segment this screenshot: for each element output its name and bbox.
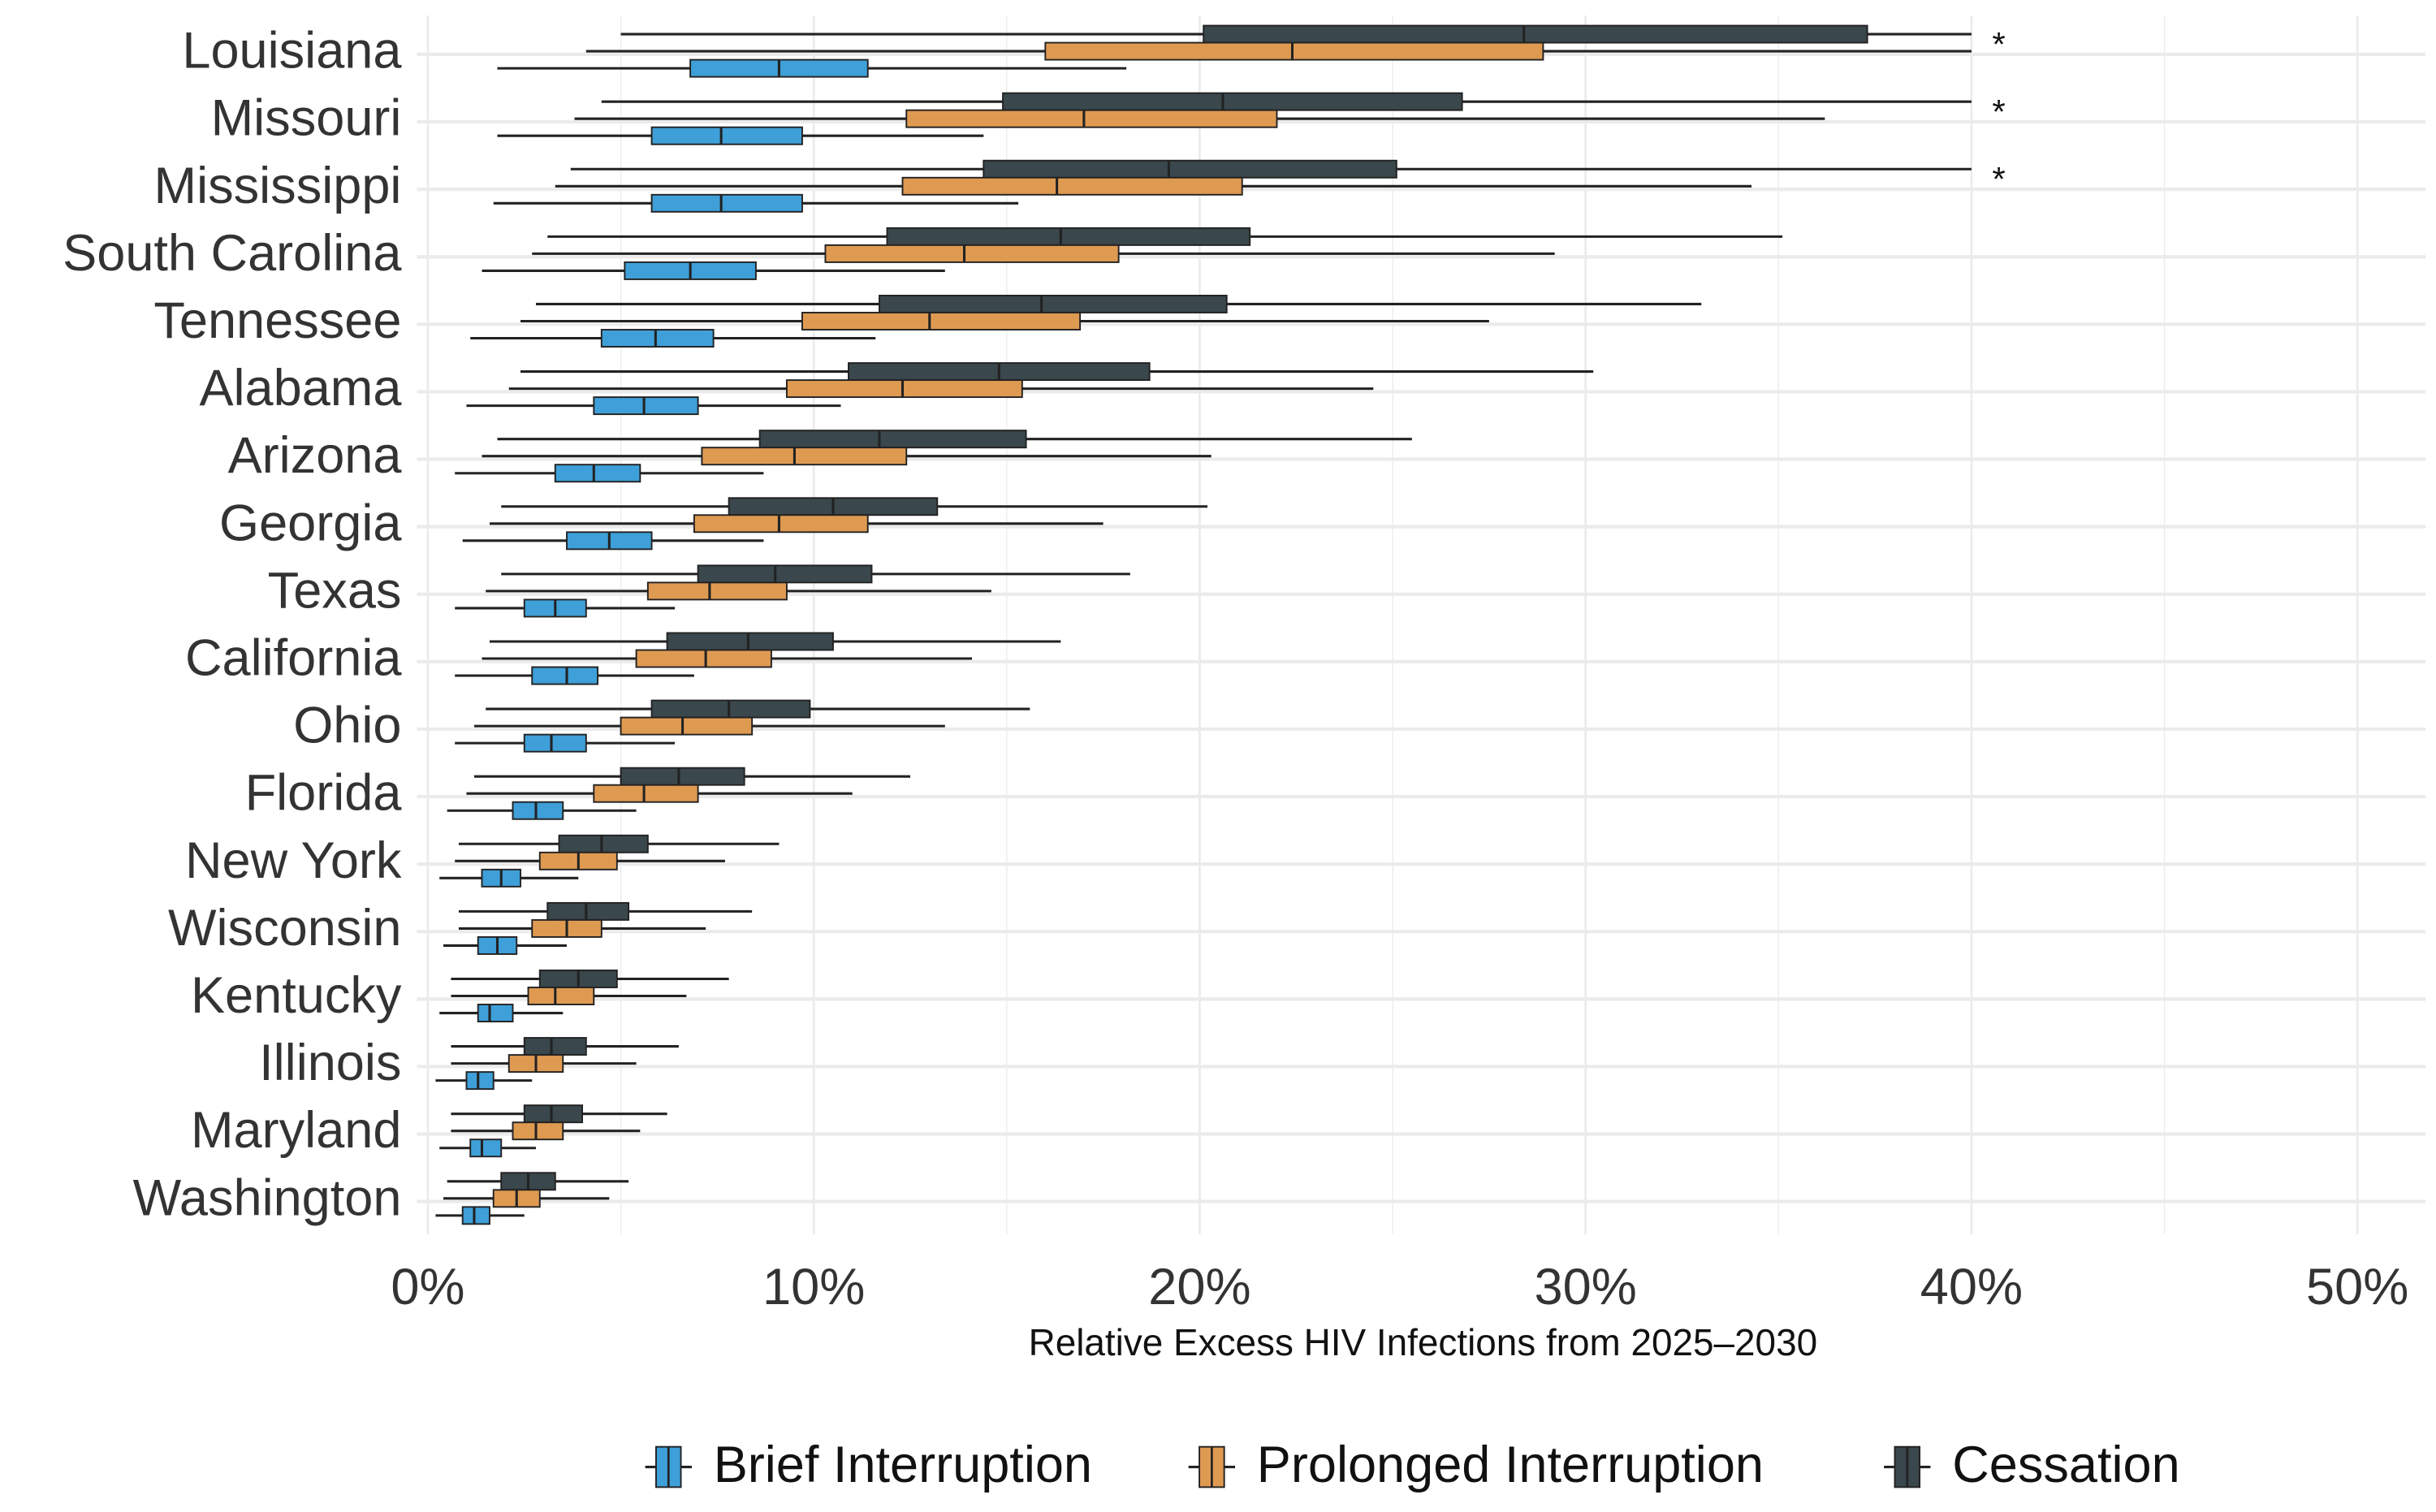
box-brief (461, 1206, 490, 1225)
box-brief (477, 1004, 514, 1023)
box-cessation (650, 699, 811, 719)
box-prolonged (527, 987, 595, 1005)
box-cessation (546, 901, 630, 921)
state-label: Missouri (211, 90, 402, 147)
box-brief (512, 801, 564, 820)
x-tick-label: 0% (391, 1259, 464, 1315)
box-cessation (523, 1037, 587, 1056)
box-brief (465, 1071, 495, 1091)
box-cessation (886, 227, 1251, 246)
x-tick-label: 10% (762, 1259, 865, 1315)
capped-marker: * (1992, 160, 2005, 198)
state-labels: Louisiana Missouri Mississippi South Caroli… (63, 23, 402, 1227)
x-tick-labels: 0% 10% 20% 30% 40% 50% (391, 1259, 2408, 1315)
capped-marker: * (1992, 93, 2005, 131)
state-label: Texas (268, 562, 402, 619)
box-cessation (523, 1104, 583, 1124)
box-brief (650, 126, 803, 145)
legend: Brief Interruption Prolonged Interruption… (645, 1436, 2180, 1493)
box-brief (554, 464, 641, 483)
box-prolonged (693, 514, 869, 534)
box-prolonged (701, 447, 908, 466)
box-cessation (879, 294, 1228, 313)
state-label: South Carolina (63, 225, 402, 282)
state-label: Ohio (293, 698, 401, 754)
box-brief (469, 1138, 503, 1158)
box-prolonged (646, 581, 788, 601)
box-cessation (1203, 24, 1868, 44)
state-label: Arizona (228, 427, 403, 484)
box-brief (650, 193, 803, 213)
box-brief (523, 733, 587, 753)
legend-label: Prolonged Interruption (1257, 1436, 1764, 1493)
state-label: Florida (245, 765, 403, 822)
box-cessation (758, 430, 1027, 449)
box-prolonged (593, 784, 699, 803)
capped-marker: * (1992, 25, 2005, 63)
state-label: California (185, 629, 402, 686)
box-prolonged (824, 244, 1120, 263)
box-cessation (558, 834, 649, 853)
box-cessation (1002, 92, 1463, 111)
state-label: Illinois (259, 1035, 401, 1091)
box-cessation (983, 159, 1397, 179)
x-tick-label: 50% (2306, 1259, 2408, 1315)
x-axis-label: Relative Excess HIV Infections from 2025… (1029, 1321, 1818, 1363)
box-cessation (697, 564, 873, 584)
boxes: * * * (435, 24, 2006, 1225)
state-label: Louisiana (182, 23, 402, 80)
state-label: Georgia (219, 495, 402, 551)
box-prolonged (905, 109, 1278, 128)
box-prolonged (901, 176, 1243, 196)
x-tick-label: 20% (1148, 1259, 1250, 1315)
box-prolonged (801, 312, 1082, 330)
box-prolonged (785, 379, 1023, 399)
box-prolonged (512, 1121, 564, 1141)
state-label: Kentucky (191, 967, 402, 1024)
box-cessation (666, 632, 834, 651)
state-label: Tennessee (153, 292, 401, 349)
state-label: Maryland (191, 1102, 401, 1159)
state-label: New York (185, 832, 402, 889)
box-prolonged (1044, 41, 1544, 61)
box-brief (593, 396, 699, 416)
box-cessation (620, 767, 745, 786)
legend-label: Cessation (1952, 1436, 2180, 1493)
x-tick-label: 40% (1920, 1259, 2023, 1315)
state-label: Washington (133, 1169, 402, 1226)
box-prolonged (635, 649, 772, 668)
grid (417, 15, 2426, 1234)
box-brief (600, 329, 715, 348)
state-label: Wisconsin (168, 900, 401, 957)
legend-label: Brief Interruption (714, 1436, 1092, 1493)
state-label: Mississippi (154, 158, 402, 214)
x-tick-label: 30% (1535, 1259, 1637, 1315)
box-brief (531, 666, 599, 685)
box-prolonged (620, 716, 754, 736)
state-label: Alabama (199, 360, 402, 417)
